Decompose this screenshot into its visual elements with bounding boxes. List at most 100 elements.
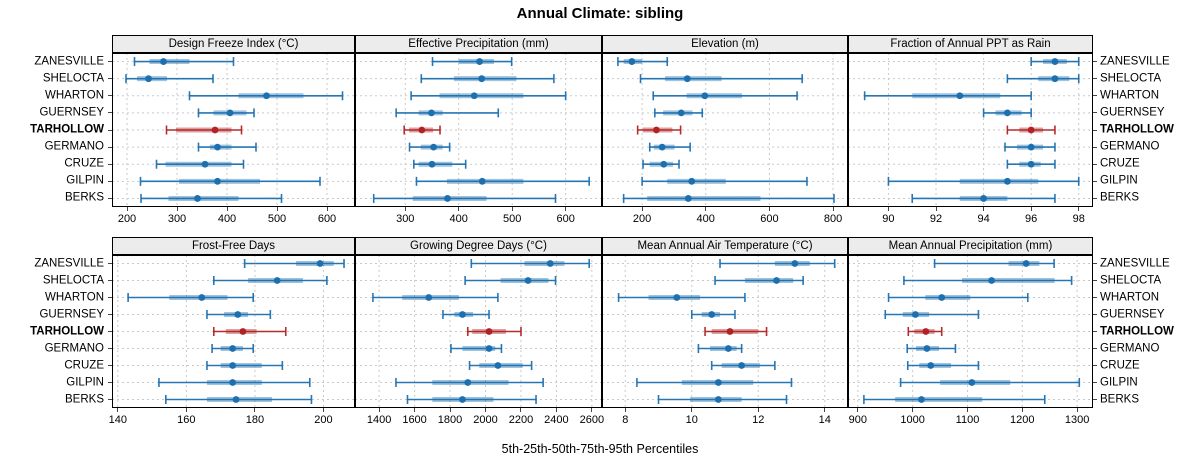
y-tick-mark-right xyxy=(1093,112,1097,114)
median-dot xyxy=(1027,143,1035,151)
median-dot xyxy=(938,294,946,301)
median-dot xyxy=(425,294,433,301)
x-tick-mark xyxy=(326,207,328,211)
interval-tarhollow xyxy=(704,327,768,336)
panel-strip: Elevation (m) xyxy=(602,35,848,53)
median-dot xyxy=(1003,177,1011,185)
y-tick-mark-right xyxy=(1093,382,1097,383)
interval-zanesville xyxy=(431,57,513,67)
panel-strip: Effective Precipitation (mm) xyxy=(355,35,602,53)
panel-title: Frost-Free Days xyxy=(191,240,276,252)
panel-body xyxy=(602,53,848,207)
interval-wharton xyxy=(372,293,499,302)
x-tick-mark xyxy=(565,207,567,211)
site-label-left: GERMANO xyxy=(44,140,104,153)
interval-cruze xyxy=(206,361,284,370)
median-dot xyxy=(968,379,976,386)
interval-wharton xyxy=(127,293,255,302)
median-dot xyxy=(658,143,666,151)
median-dot xyxy=(738,362,746,369)
interval-guernsey xyxy=(395,108,500,118)
panel-body xyxy=(602,255,848,408)
x-tick-label: 1200 xyxy=(1010,414,1035,426)
interval-gilpin xyxy=(887,176,1080,186)
x-tick-mark xyxy=(691,408,693,412)
x-tick-label: 10 xyxy=(685,414,698,426)
site-label-right: SHELOCTA xyxy=(1100,274,1162,286)
site-label-right: GILPIN xyxy=(1100,376,1138,388)
interval-cruze xyxy=(906,361,980,370)
median-dot xyxy=(726,328,734,335)
x-tick-label: 14 xyxy=(818,414,831,426)
median-dot xyxy=(470,92,478,100)
interval-cruze xyxy=(155,159,245,169)
site-label-right: CRUZE xyxy=(1100,359,1140,371)
x-tick-label: 200 xyxy=(314,414,333,426)
panel-body xyxy=(848,255,1093,408)
x-tick-mark xyxy=(511,207,513,211)
x-tick-label: 900 xyxy=(848,414,868,426)
site-label-left: GILPIN xyxy=(66,376,104,388)
median-dot xyxy=(459,396,466,403)
panel-strip: Frost-Free Days xyxy=(112,237,355,255)
site-label-right: GERMANO xyxy=(1100,140,1160,153)
median-dot xyxy=(160,58,167,65)
median-dot xyxy=(194,195,201,202)
interval-cruze xyxy=(1006,159,1056,169)
interval-shelocta xyxy=(464,276,557,285)
median-dot xyxy=(201,160,209,168)
interval-berks xyxy=(406,395,537,404)
panel-border xyxy=(112,53,355,207)
site-label-right: GILPIN xyxy=(1100,174,1138,187)
interval-berks xyxy=(911,193,1056,203)
x-tick-label: 400 xyxy=(696,213,715,225)
median-dot xyxy=(988,277,996,284)
x-tick-mark xyxy=(832,207,834,211)
interval-gilpin xyxy=(636,378,793,387)
interval-gilpin xyxy=(395,378,544,387)
x-tick-label: 500 xyxy=(502,213,522,225)
median-dot xyxy=(476,58,483,65)
panel-border xyxy=(848,255,1093,408)
site-label-right: BERKS xyxy=(1100,393,1139,405)
interval-shelocta xyxy=(639,74,803,84)
y-tick-mark-left xyxy=(108,314,112,315)
interval-berks xyxy=(140,193,283,203)
interval-guernsey xyxy=(442,310,490,319)
interval-shelocta xyxy=(1006,74,1080,84)
median-dot xyxy=(198,294,206,301)
x-tick-label: 96 xyxy=(1025,213,1038,225)
site-label-left: ZANESVILLE xyxy=(34,257,104,269)
median-dot xyxy=(923,345,931,352)
site-label-right: WHARTON xyxy=(1100,291,1159,303)
x-tick-mark xyxy=(705,207,707,211)
panel-body xyxy=(112,255,355,408)
y-tick-mark-right xyxy=(1093,399,1097,400)
x-tick-mark xyxy=(768,207,770,211)
x-tick-label: 600 xyxy=(317,213,337,225)
interval-guernsey xyxy=(690,310,736,319)
panel-border xyxy=(602,53,848,207)
interval-germano xyxy=(408,142,451,152)
panel-title: Mean Annual Air Temperature (°C) xyxy=(637,240,813,252)
y-tick-mark-right xyxy=(1093,331,1097,332)
y-tick-mark-right xyxy=(1093,297,1097,298)
interval-zanesville xyxy=(933,259,1055,268)
interval-germano xyxy=(197,142,257,152)
site-label-left: WHARTON xyxy=(45,89,104,102)
x-tick-mark xyxy=(126,207,128,211)
y-tick-mark-right xyxy=(1093,365,1097,366)
interval-tarhollow xyxy=(165,125,243,135)
y-tick-mark-left xyxy=(108,280,112,281)
x-tick-label: 1100 xyxy=(955,414,980,426)
interval-berks xyxy=(165,395,313,404)
site-label-right: SHELOCTA xyxy=(1100,72,1162,85)
x-tick-label: 400 xyxy=(217,213,237,225)
median-dot xyxy=(956,92,964,100)
x-tick-label: 1400 xyxy=(366,414,392,426)
site-label-left: TARHOLLOW xyxy=(30,123,104,136)
interval-berks xyxy=(657,395,788,404)
interval-wharton xyxy=(410,91,567,101)
y-tick-mark-right xyxy=(1093,78,1097,80)
